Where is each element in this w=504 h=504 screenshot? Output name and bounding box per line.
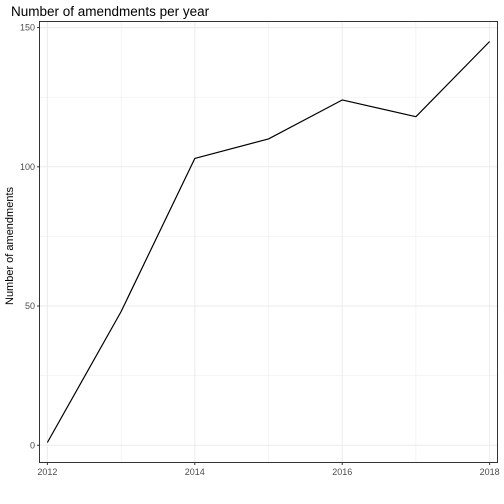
series-layer — [46, 41, 491, 443]
y-axis-label: Number of amendments — [4, 187, 16, 305]
y-tick-label: 50 — [25, 301, 35, 311]
x-tick-label: 2014 — [185, 467, 205, 477]
y-tick-label: 0 — [30, 440, 35, 450]
major-gridlines — [40, 22, 497, 462]
minor-gridlines — [40, 22, 497, 462]
y-tick-label: 150 — [20, 23, 35, 33]
panel-border — [39, 21, 498, 463]
x-tick-label: 2012 — [37, 467, 57, 477]
chart-title: Number of amendments per year — [11, 4, 210, 19]
y-tick-label: 100 — [20, 162, 35, 172]
y-axis-ticks: 0 50 100 150 — [20, 23, 40, 450]
x-tick-label: 2016 — [332, 467, 352, 477]
x-axis-ticks: 2012 2014 2016 2018 — [37, 462, 500, 477]
x-tick-label: 2018 — [480, 467, 500, 477]
